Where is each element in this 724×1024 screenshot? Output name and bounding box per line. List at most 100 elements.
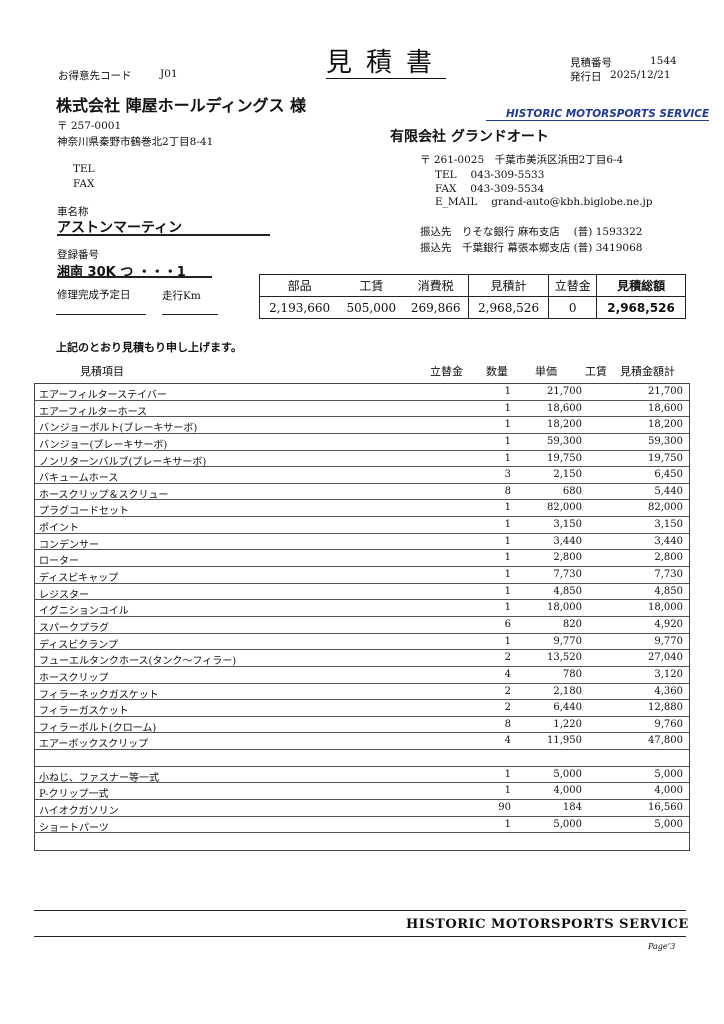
summary-header: 見積総額 [596,274,686,297]
unit-price: 9,770 [553,635,582,647]
unit-price: 18,600 [547,402,582,414]
amount: 18,600 [648,402,683,414]
completion-label: 修理完成予定日 [57,289,131,301]
table-row: バンジョー(ブレーキサーボ) 1 59,300 59,300 [35,434,689,451]
amount: 4,920 [654,618,683,630]
qty: 1 [504,552,511,564]
table-row: バンジョーボルト(ブレーキサーボ) 1 18,200 18,200 [35,417,689,434]
item-name: ポイント [39,523,79,535]
item-name: ディスビキャップ [39,573,119,585]
reg-label: 登録番号 [57,249,99,261]
qty: 1 [504,602,511,614]
table-row: フィラーガスケット 2 6,440 12,880 [35,700,689,717]
divider [57,234,270,236]
amount: 19,750 [648,452,683,464]
summary-header: 消費税 [403,274,469,297]
bank-1: 振込先 りそな銀行 麻布支店 (普) 1593322 [420,226,643,238]
amount: 3,440 [654,535,683,547]
summary-header: 部品 [259,274,340,297]
item-name: イグニションコイル [39,606,129,618]
item-name: ローター [39,556,79,568]
unit-price: 5,000 [553,768,582,780]
qty: 1 [504,435,511,447]
qty: 1 [504,585,511,597]
amount: 4,850 [654,585,683,597]
unit-price: 820 [562,618,582,630]
page-number: Page’3 [648,942,676,951]
amount: 21,700 [648,386,683,397]
amount: 9,760 [654,718,683,730]
item-name: フィラーネックガスケット [39,689,159,701]
unit-price: 59,300 [547,435,582,447]
table-row [35,750,689,767]
item-name: フューエルタンクホース(タンク～フィラー) [39,656,237,668]
amount: 47,800 [648,735,683,747]
col-advance: 立替金 [430,365,463,378]
company-email: E_MAIL grand-auto@kbh.biglobe.ne.jp [435,196,653,208]
unit-price: 11,950 [547,735,582,747]
mileage-field [162,314,218,315]
unit-price: 82,000 [547,502,582,514]
unit-price: 6,440 [553,702,582,714]
customer-code-label: お得意先コード [58,70,132,82]
summary-header: 見積計 [467,274,550,297]
table-row: ハイオクガソリン 90 184 16,560 [35,800,689,817]
divider [57,276,212,278]
amount: 5,440 [654,485,683,497]
qty: 4 [504,668,511,680]
qty: 4 [504,735,511,747]
amount: 9,770 [654,635,683,647]
summary-subtotal: 2,968,526 [467,296,550,319]
item-name: プラグコードセット [39,506,129,518]
table-row: フィラーボルト(クローム) 8 1,220 9,760 [35,717,689,734]
table-row: ポイント 1 3,150 3,150 [35,517,689,534]
unit-price: 4,000 [553,785,582,797]
qty: 8 [504,718,511,730]
amount: 5,000 [654,768,683,780]
unit-price: 1,220 [553,718,582,730]
estimate-no: 1544 [650,55,677,67]
mileage-label: 走行Km [162,290,201,302]
summary-header: 工賃 [339,274,404,297]
item-name: 小ねじ、ファスナー等一式 [39,772,159,784]
bank-2: 振込先 千葉銀行 幕張本郷支店 (普) 3419068 [420,242,643,254]
amount: 12,880 [648,702,683,714]
divider [34,910,686,911]
amount: 16,560 [648,802,683,814]
divider [34,936,686,937]
summary-header: 立替金 [548,274,598,297]
issue-date-label: 発行日 [570,71,602,83]
summary-tax: 269,866 [403,296,469,319]
unit-price: 5,000 [553,818,582,830]
col-item: 見積項目 [80,365,124,378]
qty: 6 [504,618,511,630]
qty: 1 [504,569,511,581]
qty: 1 [504,402,511,414]
summary-table: 部品 工賃 消費税 見積計 立替金 見積総額 2,193,660 505,000… [259,274,686,319]
page-title: 見積書 [326,48,447,79]
table-row: エアーフィルターホース 1 18,600 18,600 [35,401,689,418]
col-unit-price: 単価 [535,365,557,378]
qty: 1 [504,768,511,780]
unit-price: 7,730 [553,569,582,581]
qty: 2 [504,702,511,714]
item-name: ノンリターンバルブ(ブレーキサーボ) [39,456,207,468]
footer-brand: HISTORIC MOTORSPORTS SERVICE [406,917,689,932]
item-name: エアーボックスクリップ [39,739,149,751]
table-row: イグニションコイル 1 18,000 18,000 [35,600,689,617]
company-tel: TEL 043-309-5533 [435,169,545,181]
company-address: 〒 261-0025 千葉市美浜区浜田2丁目6-4 [420,154,624,166]
table-row: エアーボックスクリップ 4 11,950 47,800 [35,733,689,750]
amount: 6,450 [654,469,683,481]
company-fax: FAX 043-309-5534 [435,183,545,195]
unit-price: 2,150 [553,469,582,481]
vehicle-name: アストンマーティン [57,220,183,236]
unit-price: 680 [562,485,582,497]
unit-price: 18,000 [547,602,582,614]
amount: 59,300 [648,435,683,447]
table-row: ディスビキャップ 1 7,730 7,730 [35,567,689,584]
summary-labor: 505,000 [339,296,404,319]
items-table: エアーフィルターステイバー 1 21,700 21,700 エアーフィルターホース 1 18… [34,383,690,851]
table-row: ホースクリップ＆スクリュー 8 680 5,440 [35,484,689,501]
amount: 5,000 [654,818,683,830]
